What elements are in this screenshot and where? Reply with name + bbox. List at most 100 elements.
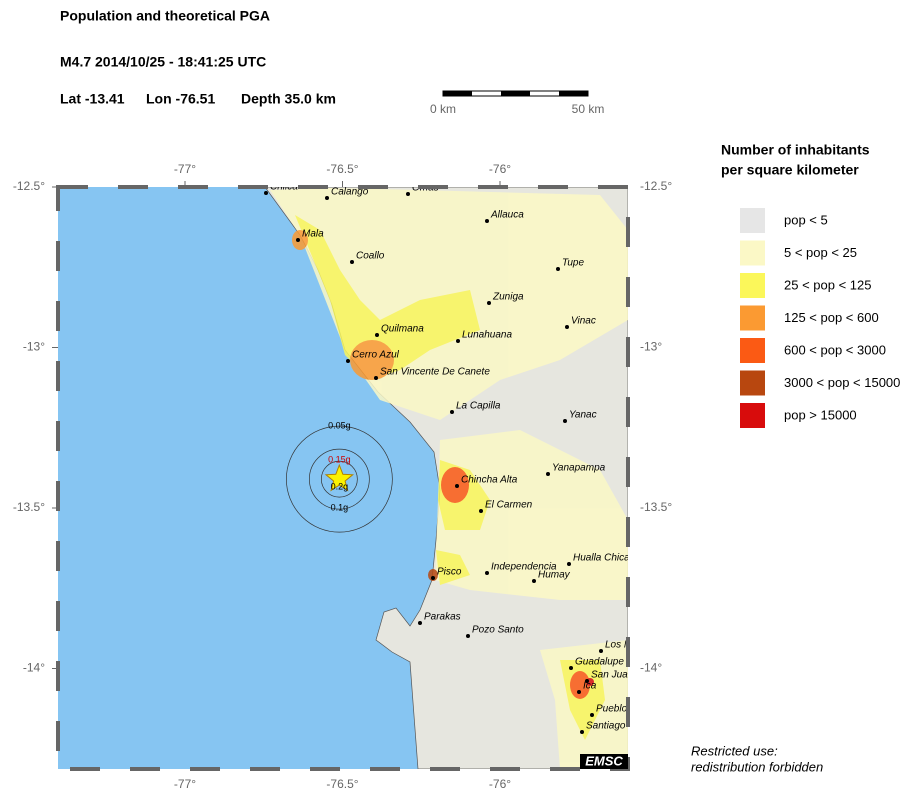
lat-label: -13.5°	[13, 500, 45, 514]
city-label: Ica	[583, 681, 597, 692]
legend-title: Number of inhabitants	[721, 142, 870, 158]
lon-label: -77°	[174, 162, 196, 176]
city-dot	[264, 191, 268, 195]
scale-end: 50 km	[572, 102, 605, 116]
city-dot	[375, 333, 379, 337]
lon: Lon -76.51	[146, 91, 215, 107]
city-label: Pozo Santo	[472, 625, 524, 636]
title: Population and theoretical PGA	[60, 8, 270, 24]
lat-label: -12.5°	[13, 179, 45, 193]
lat-label: -14°	[640, 661, 662, 675]
legend-title: per square kilometer	[721, 162, 859, 178]
lat: Lat -13.41	[60, 91, 125, 107]
depth: Depth 35.0 km	[241, 91, 336, 107]
lat-label: -13.5°	[640, 500, 672, 514]
city-label: Parakas	[424, 612, 461, 623]
city-dot	[577, 690, 581, 694]
city-dot	[296, 238, 300, 242]
lat-label: -13°	[23, 340, 45, 354]
legend-label: 5 < pop < 25	[784, 245, 857, 260]
legend-swatch	[740, 240, 765, 266]
notice: redistribution forbidden	[691, 759, 823, 774]
legend-swatch	[740, 273, 765, 298]
city-dot	[350, 260, 354, 264]
legend-swatch	[740, 208, 765, 233]
lon-label: -76.5°	[326, 777, 358, 791]
logo-box	[580, 754, 628, 769]
city-dot	[455, 484, 459, 488]
city-label: Lunahuana	[462, 330, 512, 341]
city-label: Vinac	[571, 316, 596, 327]
city-label: Pueblo	[596, 704, 628, 715]
city-label: Mala	[302, 229, 324, 240]
city-dot	[599, 649, 603, 653]
city-label: San Vincente De Canete	[380, 367, 490, 378]
legend-label: 25 < pop < 125	[784, 277, 871, 292]
city-dot	[485, 219, 489, 223]
city-dot	[346, 359, 350, 363]
pga-circle	[321, 460, 358, 498]
city-dot	[374, 376, 378, 380]
logo: EMSC	[585, 753, 623, 768]
legend-label: pop < 5	[784, 212, 828, 227]
city-label: Allauca	[490, 210, 524, 221]
city-dot	[456, 339, 460, 343]
city-label: Guadalupe	[575, 657, 624, 668]
city-label: Los Molinos	[605, 640, 658, 651]
city-label: Quilmana	[381, 324, 424, 335]
city-dot	[569, 666, 573, 670]
city-label: Yanac	[569, 410, 597, 421]
lat-label: -13°	[640, 340, 662, 354]
city-label: La Capilla	[456, 401, 501, 412]
city-label: Cerro Azul	[352, 350, 400, 361]
legend-swatch	[740, 370, 765, 396]
legend-label: pop > 15000	[784, 407, 857, 422]
city-dot	[431, 576, 435, 580]
city-label: San Juan	[591, 670, 634, 681]
city-label: Coallo	[356, 251, 385, 262]
scale-bar	[442, 90, 589, 97]
city-dot	[590, 713, 594, 717]
lon-label: -76.5°	[326, 162, 358, 176]
city-dot	[466, 634, 470, 638]
city-dot	[450, 410, 454, 414]
city-dot	[532, 579, 536, 583]
lon-label: -77°	[174, 777, 196, 791]
city-dot	[418, 621, 422, 625]
pga-label: 0.2g	[331, 481, 349, 491]
scale-start: 0 km	[430, 102, 456, 116]
city-label: Tupe	[562, 258, 584, 269]
city-label: Independencia	[491, 562, 557, 573]
legend-swatch	[740, 305, 765, 331]
city-label: Zuniga	[492, 292, 524, 303]
legend-swatch	[740, 338, 765, 363]
city-label: Omas	[412, 183, 439, 194]
lat-label: -14°	[23, 661, 45, 675]
lat-label: -12.5°	[640, 179, 672, 193]
city-dot	[580, 730, 584, 734]
city-label: Chilca	[270, 182, 298, 193]
pga-label: 0.1g	[331, 502, 349, 512]
pga-label: 0.05g	[328, 420, 351, 430]
event: M4.7 2014/10/25 - 18:41:25 UTC	[60, 54, 266, 70]
city-label: Humay	[538, 570, 571, 581]
city-dot	[487, 301, 491, 305]
city-label: Pisco	[437, 567, 462, 578]
lon-label: -76°	[489, 777, 511, 791]
city-label: El Carmen	[485, 500, 533, 511]
city-dot	[479, 509, 483, 513]
city-dot	[563, 419, 567, 423]
city-label: Santiago	[586, 721, 626, 732]
city-label: Yanapampa	[552, 463, 606, 474]
city-label: Hualla Chica	[573, 553, 630, 564]
city-dot	[325, 196, 329, 200]
city-dot	[556, 267, 560, 271]
pga-circle	[286, 425, 393, 533]
epicenter	[324, 463, 355, 492]
pga-circle	[309, 448, 370, 510]
lon-label: -76°	[489, 162, 511, 176]
city-dot	[406, 192, 410, 196]
map-frame	[56, 185, 630, 771]
city-dot	[485, 571, 489, 575]
